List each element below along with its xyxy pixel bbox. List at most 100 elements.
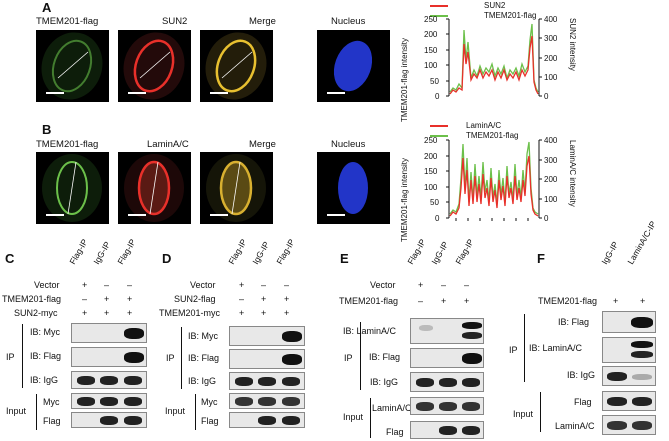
plot-b-legend-2: TMEM201-flag bbox=[466, 131, 519, 140]
plot-a-ytick-left-4: 100 bbox=[424, 61, 438, 70]
blot-f-ip-igg bbox=[602, 366, 656, 386]
panel-b-label-1: TMEM201-flag bbox=[36, 139, 99, 150]
plot-a-ytick-right-2: 300 bbox=[544, 34, 558, 43]
panel-c-ip-group: IP bbox=[6, 352, 15, 362]
panel-c-lane-3: Flag-IP bbox=[115, 237, 138, 266]
panel-f-cond-1: TMEM201-flag bbox=[538, 296, 598, 306]
blot-c-input-myc bbox=[71, 393, 147, 409]
blot-c-ip-flag bbox=[71, 347, 147, 367]
panel-c-sign-1-3: – bbox=[127, 280, 133, 290]
micrograph-b-tmem201 bbox=[36, 152, 109, 224]
panel-f-input-row-1: Flag bbox=[574, 397, 592, 407]
panel-b-label: B bbox=[42, 122, 52, 137]
panel-e-input-row-2: Flag bbox=[386, 427, 404, 437]
panel-b-label-4: Nucleus bbox=[331, 139, 366, 150]
plot-a-ytick-left-6: 0 bbox=[435, 92, 440, 101]
panel-e-cond-1: Vector bbox=[370, 280, 396, 290]
panel-c-input-group: Input bbox=[6, 406, 27, 416]
blot-f-ip-lamina bbox=[602, 337, 656, 363]
panel-c-ip-row-1: IB: Myc bbox=[30, 327, 61, 337]
blot-d-input-myc bbox=[229, 393, 305, 409]
blot-d-input-flag bbox=[229, 412, 305, 428]
panel-e-sign-2-2: + bbox=[441, 296, 447, 306]
panel-c-cond-1: Vector bbox=[34, 280, 60, 290]
panel-d-input-row-1: Myc bbox=[201, 397, 218, 407]
panel-d-ip-row-1: IB: Myc bbox=[188, 331, 219, 341]
panel-f-ip-group: IP bbox=[509, 345, 518, 355]
blot-c-input-flag bbox=[71, 412, 147, 428]
panel-c-cond-2: TMEM201-flag bbox=[2, 294, 62, 304]
panel-a-label-4: Nucleus bbox=[331, 16, 366, 27]
panel-d-ip-group: IP bbox=[166, 353, 175, 363]
blot-d-ip-flag bbox=[229, 349, 305, 369]
panel-d-label: D bbox=[162, 251, 172, 266]
panel-d-lane-3: Flag-IP bbox=[274, 237, 297, 266]
panel-e-sign-2-3: + bbox=[464, 296, 470, 306]
plot-b-ytick-left-3: 150 bbox=[424, 167, 438, 176]
plot-b-legend-1: LaminA/C bbox=[466, 121, 502, 130]
plot-b-ytick-left-2: 200 bbox=[424, 152, 438, 161]
panel-c-sign-3-1: + bbox=[82, 308, 88, 318]
panel-f-lane-1: IgG-IP bbox=[599, 239, 621, 266]
panel-d-sign-3-3: + bbox=[284, 308, 290, 318]
panel-d-sign-1-3: – bbox=[284, 280, 290, 290]
panel-c-lane-2: IgG-IP bbox=[91, 239, 113, 266]
panel-c-sign-1-2: – bbox=[104, 280, 110, 290]
plot-b-ylabel-left: TMEM201-flag intensity bbox=[400, 157, 409, 242]
micrograph-a-tmem201 bbox=[36, 30, 109, 102]
blot-f-ip-flag bbox=[602, 311, 656, 333]
panel-c-sign-1-1: + bbox=[82, 280, 88, 290]
panel-c-cond-3: SUN2-myc bbox=[14, 308, 58, 318]
plot-b-ylabel-right: LaminA/C intensity bbox=[568, 140, 577, 207]
plot-a-legend-1: SUN2 bbox=[484, 1, 506, 10]
blot-e-ip-flag bbox=[410, 348, 484, 368]
plot-a-ytick-left-1: 250 bbox=[424, 15, 438, 24]
plot-a-ytick-right-1: 400 bbox=[544, 15, 558, 24]
plot-a-ytick-left-5: 50 bbox=[430, 77, 439, 86]
panel-d-sign-3-2: + bbox=[261, 308, 267, 318]
panel-d-cond-2: SUN2-flag bbox=[174, 294, 216, 304]
micrograph-b-nucleus bbox=[317, 152, 390, 224]
panel-b-label-2: LaminA/C bbox=[147, 139, 189, 150]
plot-a-ytick-right-5: 0 bbox=[544, 92, 549, 101]
panel-f-ip-row-1: IB: Flag bbox=[558, 317, 590, 327]
panel-e-cond-2: TMEM201-flag bbox=[339, 296, 399, 306]
panel-c-sign-3-3: + bbox=[127, 308, 133, 318]
panel-d-sign-2-2: + bbox=[261, 294, 267, 304]
panel-c-sign-2-2: + bbox=[104, 294, 110, 304]
panel-f-input-row-2: LaminA/C bbox=[555, 421, 595, 431]
blot-e-input-flag bbox=[410, 421, 484, 439]
plot-b-ytick-left-5: 50 bbox=[430, 198, 439, 207]
blot-e-ip-lamina bbox=[410, 318, 484, 344]
plot-b-ytick-right-3: 200 bbox=[544, 175, 558, 184]
panel-c-sign-2-3: + bbox=[127, 294, 133, 304]
plot-a-ytick-left-2: 200 bbox=[424, 30, 438, 39]
panel-e-sign-1-2: – bbox=[441, 280, 447, 290]
panel-e-ip-row-1: IB: LaminA/C bbox=[343, 326, 397, 336]
panel-c-label: C bbox=[5, 251, 15, 266]
intensity-plot-b bbox=[430, 125, 542, 221]
micrograph-a-merge bbox=[200, 30, 273, 102]
panel-e-lane-3: Flag-IP bbox=[453, 237, 476, 266]
micrograph-b-merge bbox=[200, 152, 273, 224]
plot-b-ytick-right-4: 100 bbox=[544, 195, 558, 204]
panel-c-input-row-2: Flag bbox=[43, 416, 61, 426]
plot-b-ytick-left-6: 0 bbox=[435, 214, 440, 223]
plot-b-ytick-right-1: 400 bbox=[544, 136, 558, 145]
panel-d-input-group: Input bbox=[165, 406, 186, 416]
panel-f-sign-1-2: + bbox=[640, 296, 646, 306]
plot-a-ytick-right-3: 200 bbox=[544, 54, 558, 63]
panel-e-lane-2: IgG-IP bbox=[429, 239, 451, 266]
panel-a-label-3: Merge bbox=[249, 16, 276, 27]
panel-d-sign-2-3: + bbox=[284, 294, 290, 304]
panel-d-ip-row-3: IB: IgG bbox=[188, 376, 217, 386]
panel-e-label: E bbox=[340, 251, 349, 266]
plot-b-ytick-left-4: 100 bbox=[424, 183, 438, 192]
panel-a-label-2: SUN2 bbox=[162, 16, 188, 27]
panel-d-input-row-2: Flag bbox=[201, 416, 219, 426]
panel-d-lane-1: Flag-IP bbox=[226, 237, 249, 266]
plot-b-ytick-right-2: 300 bbox=[544, 156, 558, 165]
micrograph-b-lamina bbox=[118, 152, 191, 224]
panel-c-sign-3-2: + bbox=[104, 308, 110, 318]
panel-f-input-group: Input bbox=[513, 409, 534, 419]
